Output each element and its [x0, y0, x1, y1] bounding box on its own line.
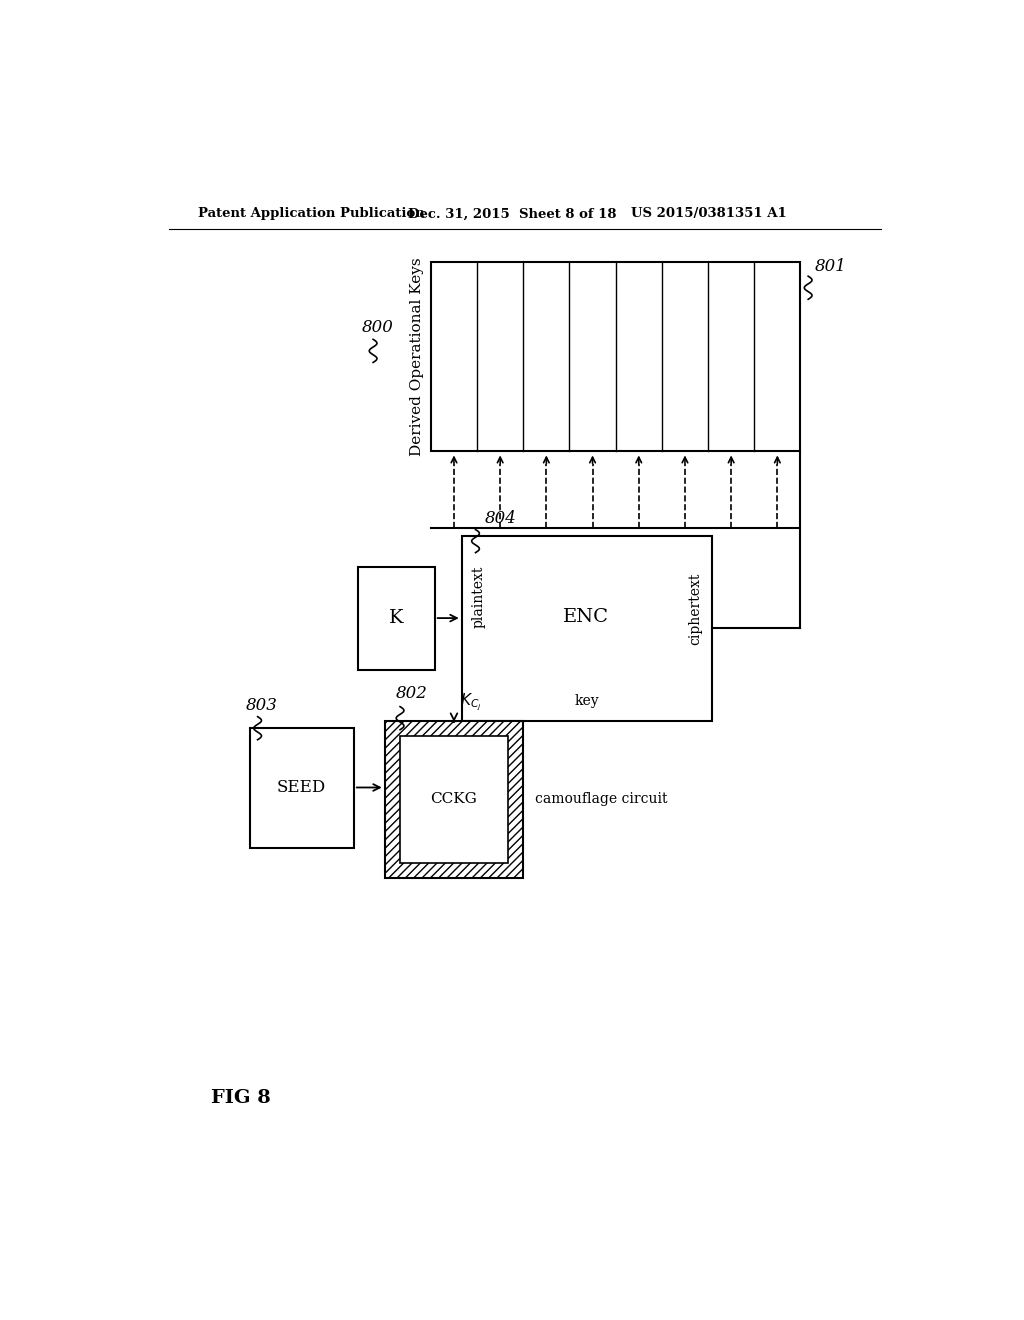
Text: key: key	[574, 694, 599, 709]
Text: 801: 801	[814, 257, 846, 275]
Text: FIG 8: FIG 8	[211, 1089, 271, 1106]
Bar	[431, 263, 801, 451]
Text: plaintext: plaintext	[472, 566, 485, 628]
Text: 804: 804	[484, 511, 517, 527]
Text: Dec. 31, 2015  Sheet 8 of 18: Dec. 31, 2015 Sheet 8 of 18	[408, 207, 616, 220]
Text: CCKG: CCKG	[430, 792, 477, 807]
Text: 800: 800	[361, 319, 393, 337]
Text: Derived Operational Keys: Derived Operational Keys	[410, 257, 424, 455]
Text: $K_{C_j}$: $K_{C_j}$	[460, 692, 481, 713]
Text: ciphertext: ciphertext	[688, 573, 702, 645]
Bar	[400, 737, 508, 863]
Text: ENC: ENC	[563, 607, 609, 626]
Text: K: K	[389, 609, 403, 627]
Bar	[250, 729, 354, 847]
Bar	[385, 721, 523, 878]
Bar	[357, 566, 435, 671]
Text: 802: 802	[396, 685, 428, 702]
Bar	[462, 536, 712, 721]
Text: SEED: SEED	[276, 779, 326, 796]
Text: 803: 803	[246, 697, 278, 714]
Text: US 2015/0381351 A1: US 2015/0381351 A1	[631, 207, 786, 220]
Text: Patent Application Publication: Patent Application Publication	[199, 207, 425, 220]
Text: camouflage circuit: camouflage circuit	[535, 792, 668, 807]
